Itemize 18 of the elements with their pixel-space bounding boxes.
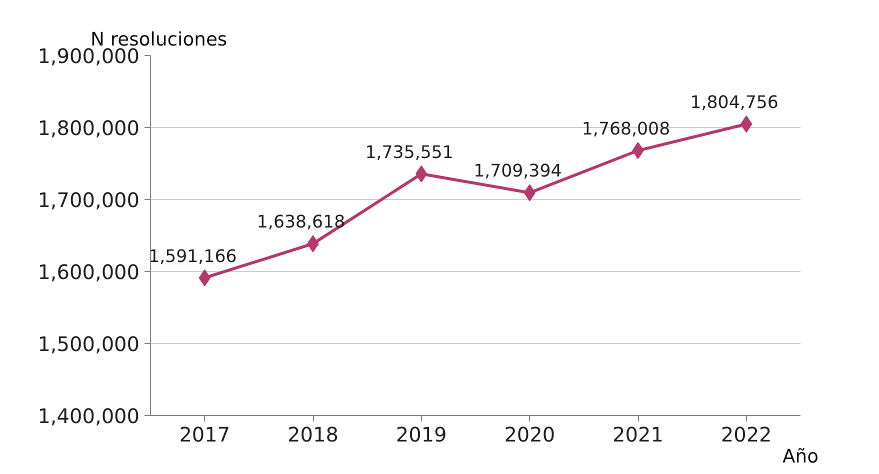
- y-tick-label: 1,500,000: [38, 332, 140, 356]
- x-tick-label: 2017: [179, 422, 230, 446]
- y-tick-label: 1,400,000: [38, 404, 140, 428]
- x-tick-label: 2018: [288, 422, 338, 446]
- data-label: 1,709,394: [474, 162, 562, 182]
- x-tick-label: 2019: [396, 422, 447, 446]
- x-axis-title: Año: [782, 446, 819, 468]
- data-label: 1,804,756: [690, 93, 778, 114]
- x-tick-label: 2022: [720, 422, 772, 446]
- data-label: 1,591,166: [148, 246, 237, 267]
- x-tick-label: 2021: [612, 422, 664, 446]
- data-label: 1,768,008: [582, 120, 670, 140]
- y-tick-label: 1,700,000: [38, 188, 140, 212]
- y-tick-label: 1,800,000: [38, 116, 140, 140]
- data-label: 1,638,618: [256, 212, 346, 233]
- data-label: 1,735,551: [365, 142, 454, 163]
- y-tick-label: 1,600,000: [38, 260, 140, 284]
- x-tick-label: 2020: [504, 422, 556, 446]
